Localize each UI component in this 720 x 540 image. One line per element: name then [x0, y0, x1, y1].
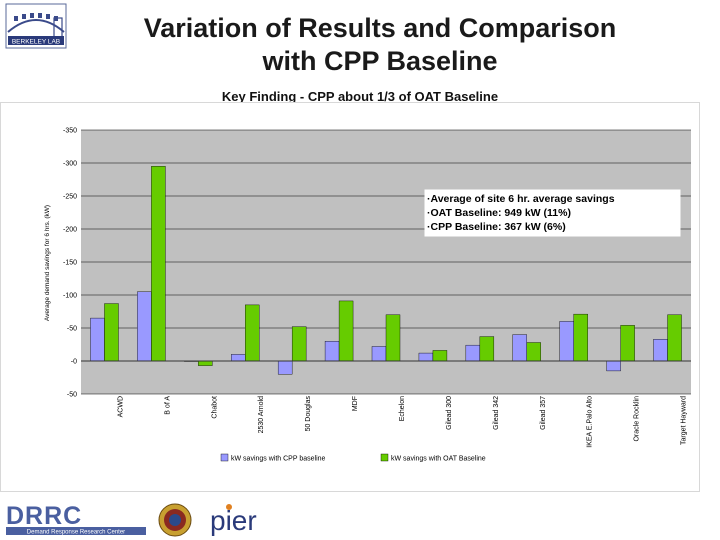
bar-oat: [385, 314, 401, 362]
chart-subtitle: Key Finding - CPP about 1/3 of OAT Basel…: [221, 89, 499, 104]
bar-oat: [526, 342, 541, 362]
y-tick-label: -0: [71, 359, 77, 366]
y-tick-label: -300: [63, 161, 77, 168]
bar-oat: [620, 325, 635, 362]
bar-oat: [291, 326, 307, 362]
bar-oat: [573, 313, 588, 362]
x-tick-label: 2530 Arnold: [258, 396, 265, 433]
bar-oat: [104, 303, 119, 362]
x-tick-label: ACWD: [117, 396, 124, 417]
drrc-text: DRRC: [6, 502, 82, 530]
title-line-2: with CPP Baseline: [262, 46, 498, 76]
x-tick-label: MDF: [352, 396, 359, 411]
y-tick-label: -250: [63, 194, 77, 201]
x-tick-label: Gilead 300: [446, 396, 453, 430]
x-tick-label: Gilead 357: [540, 396, 547, 430]
annotation-box: ·Average of site 6 hr. average savings ·…: [424, 189, 681, 237]
bar-oat: [338, 300, 354, 362]
y-tick-label: -350: [63, 128, 77, 135]
bar-cpp: [465, 344, 481, 362]
bar-oat: [432, 350, 448, 362]
x-tick-label: Echelon: [399, 396, 406, 421]
y-tick-label: -200: [63, 227, 77, 234]
bar-cpp: [324, 340, 340, 362]
y-axis-label: Average demand savings for 6 hrs. (kW): [44, 205, 51, 321]
bar-cpp: [559, 321, 574, 362]
annotation-line-3: ·CPP Baseline: 367 kW (6%): [427, 221, 566, 233]
legend-swatch-oat: [380, 453, 389, 462]
berkeley-lab-logo: BERKELEY LAB: [5, 3, 67, 49]
berkeley-lab-text: BERKELEY LAB: [12, 39, 60, 46]
bar-cpp: [371, 346, 387, 362]
y-tick-label: -100: [63, 293, 77, 300]
bar-cpp: [418, 352, 434, 362]
seal-icon: [158, 503, 192, 537]
bar-oat: [667, 314, 682, 362]
x-tick-label: Target Hayward: [681, 396, 688, 445]
bar-oat: [151, 166, 166, 362]
y-tick-label: -150: [63, 260, 77, 267]
bar-cpp: [231, 354, 246, 362]
pier-logo: pier: [210, 504, 257, 536]
legend: kW savings with CPP baseline kW savings …: [220, 453, 486, 463]
footer-logos: DRRC Demand Response Research Center pie…: [6, 502, 257, 537]
chart-frame: -50 -0 -50 -100 -150 -200 -250 -300 -350 ACWD B o…: [0, 102, 700, 492]
bar-oat: [245, 304, 260, 362]
x-tick-label: Oracle Rocklin: [634, 396, 641, 442]
drrc-logo: DRRC Demand Response Research Center: [6, 502, 146, 536]
bar-cpp: [137, 291, 152, 362]
bar-oat: [198, 360, 213, 366]
pier-text: pier: [210, 505, 257, 536]
bar-oat: [479, 336, 495, 362]
x-tick-label: IKEA E.Palo Alto: [587, 396, 594, 448]
bar-cpp: [277, 360, 293, 375]
x-tick-label: 50 Douglas: [305, 396, 312, 432]
bar-cpp: [606, 360, 621, 372]
y-tick-label: -50: [67, 392, 77, 399]
x-tick-label: Chabot: [211, 396, 218, 419]
bar-cpp: [512, 334, 527, 362]
title-line-1: Variation of Results and Comparison: [143, 13, 617, 43]
annotation-line-2: ·OAT Baseline: 949 kW (11%): [427, 207, 571, 219]
x-tick-label: B of A: [164, 396, 171, 415]
legend-label-oat: kW savings with OAT Baseline: [391, 456, 486, 463]
bar-cpp: [90, 317, 105, 362]
bar-cpp: [653, 339, 668, 362]
y-tick-label: -50: [67, 326, 77, 333]
annotation-line-1: ·Average of site 6 hr. average savings: [427, 193, 615, 205]
drrc-caption: Demand Response Research Center: [27, 530, 125, 536]
legend-swatch-cpp: [220, 453, 229, 462]
bar-chart: -50 -0 -50 -100 -150 -200 -250 -300 -350 ACWD B o…: [44, 128, 691, 463]
slide-title: Variation of Results and Comparison with…: [100, 12, 660, 78]
legend-label-cpp: kW savings with CPP baseline: [231, 456, 326, 463]
x-tick-label: Gilead 342: [493, 396, 500, 430]
